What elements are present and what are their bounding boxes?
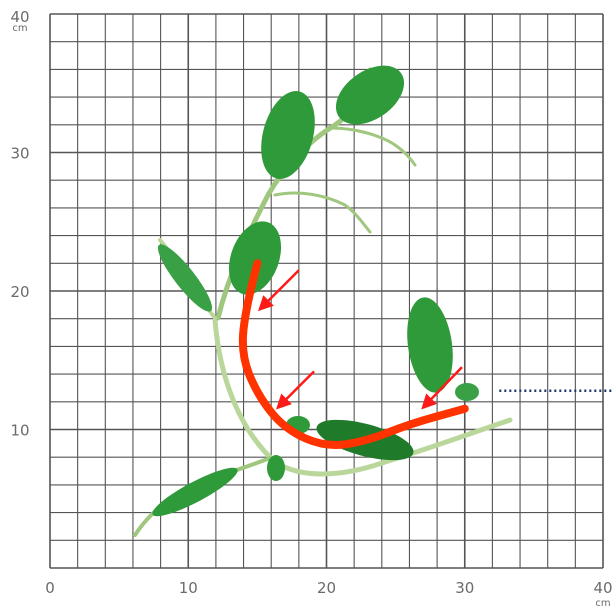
leaf <box>228 221 282 295</box>
y-tick-label: 10 <box>10 422 29 440</box>
highlight-curve <box>238 259 469 449</box>
y-tick-label: 20 <box>10 283 29 301</box>
arrow-icon <box>258 269 300 312</box>
x-tick-label: 30 <box>455 579 474 597</box>
leaf <box>157 244 213 312</box>
annotation-overlay <box>238 259 614 449</box>
leaf <box>152 467 238 517</box>
leaf <box>407 297 453 393</box>
top-right-branch <box>328 126 417 167</box>
x-tick-label: 20 <box>317 579 336 597</box>
leaf <box>455 383 479 401</box>
main-stem <box>212 317 513 477</box>
leaf <box>261 91 315 179</box>
arrow-icon <box>421 366 463 410</box>
leaf <box>267 455 285 481</box>
arrow-icon <box>275 370 315 410</box>
y-unit-label: cm <box>12 23 27 34</box>
leaf <box>335 65 405 125</box>
x-tick-label: 10 <box>179 579 198 597</box>
measurement-grid <box>49 13 604 569</box>
mid-branch <box>273 191 372 234</box>
x-unit-label: cm <box>595 598 610 609</box>
plant-illustration <box>133 65 513 537</box>
x-tick-label: 0 <box>45 579 55 597</box>
y-tick-label: 40 <box>10 8 29 26</box>
x-tick-label: 40 <box>593 579 612 597</box>
y-tick-label: 30 <box>10 145 29 163</box>
